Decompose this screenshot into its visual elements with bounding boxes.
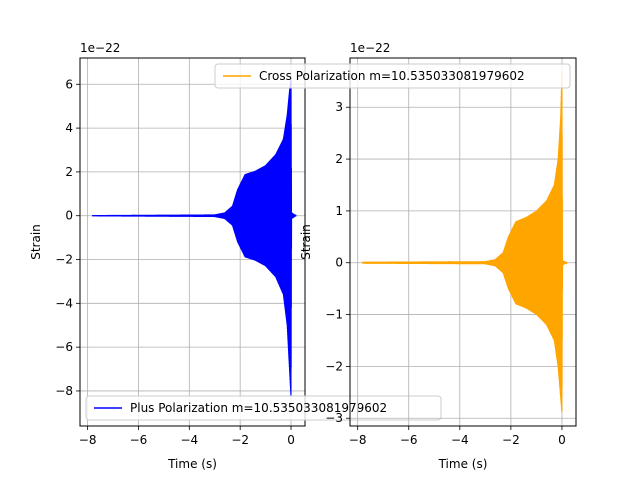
x-tick-label: −4 (180, 433, 198, 447)
y-tick-label: 0 (65, 209, 73, 223)
axis-offset-label: 1e−22 (350, 41, 390, 55)
x-tick-label: −2 (231, 433, 249, 447)
cross-polarization-line (362, 70, 568, 413)
y-tick-label: 6 (65, 77, 73, 91)
x-axis-label: Time (s) (167, 457, 217, 471)
y-tick-label: −4 (55, 296, 73, 310)
y-tick-label: −2 (325, 359, 343, 373)
x-tick-label: −8 (349, 433, 367, 447)
plus-polarization-axes: −8 −6 −4 −2 0 −8 −6 −4 −2 0 2 4 6 Time (s) Strain 1e−22… (29, 41, 442, 471)
y-tick-label: 0 (335, 256, 343, 270)
y-tick-label: −2 (55, 253, 73, 267)
legend-label: Plus Polarization m=10.535033081979602 (130, 401, 387, 415)
axis-offset-label: 1e−22 (80, 41, 120, 55)
y-tick-label: 1 (335, 204, 343, 218)
x-tick-label: −6 (130, 433, 148, 447)
y-axis-label: Strain (29, 224, 43, 260)
y-tick-label: 2 (335, 152, 343, 166)
y-tick-label: −8 (55, 384, 73, 398)
axes-frame (79, 57, 306, 427)
x-tick-label: −8 (79, 433, 97, 447)
x-axis-label: Time (s) (438, 457, 488, 471)
y-tick-label: 3 (335, 100, 343, 114)
x-tick-label: 0 (287, 433, 295, 447)
plus-polarization-line (92, 79, 297, 396)
y-tick-label: −3 (325, 411, 343, 425)
legend: Plus Polarization m=10.535033081979602 (85, 395, 442, 421)
legend-box (85, 395, 442, 421)
legend-label: Cross Polarization m=10.535033081979602 (259, 69, 525, 83)
axes-frame (349, 57, 577, 427)
y-axis-label: Strain (299, 224, 313, 260)
y-tick-label: 2 (65, 165, 73, 179)
cross-polarization-axes: −8 −6 −4 −2 0 −3 −2 −1 0 1 2 3 Time (s) Strain 1e−22 Cr… (214, 41, 577, 471)
y-tick-label: 4 (65, 121, 73, 135)
x-tick-label: −4 (451, 433, 469, 447)
y-tick-label: −6 (55, 340, 73, 354)
legend: Cross Polarization m=10.535033081979602 (214, 63, 571, 89)
x-tick-label: −6 (400, 433, 418, 447)
legend-box (214, 63, 571, 89)
x-tick-label: −2 (502, 433, 520, 447)
y-tick-label: −1 (325, 308, 343, 322)
x-tick-label: 0 (558, 433, 566, 447)
